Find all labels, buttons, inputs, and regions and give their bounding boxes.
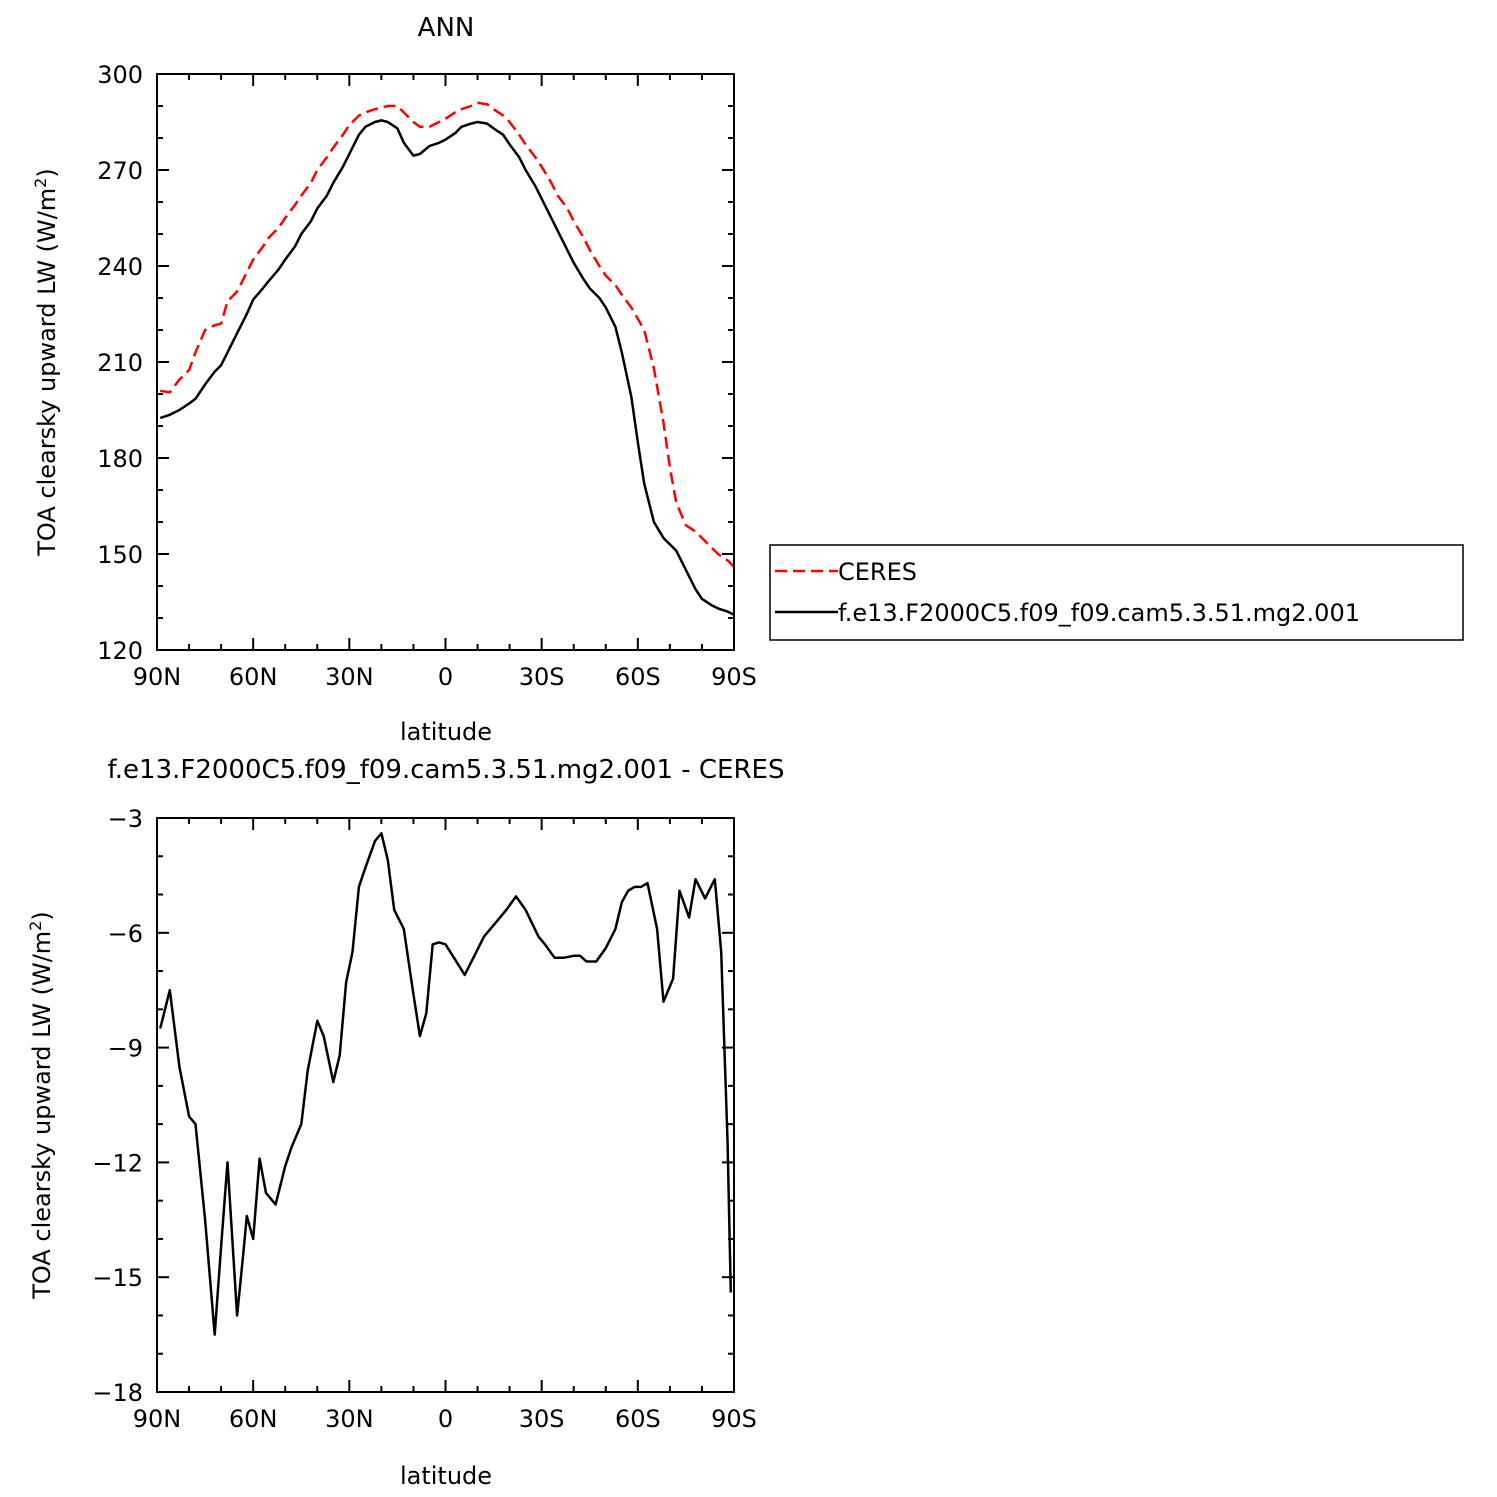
panel-1-x-tick-label: 90N (133, 1405, 182, 1433)
panel-0-x-tick-label: 0 (438, 663, 453, 691)
legend-label-model: f.e13.F2000C5.f09_f09.cam5.3.51.mg2.001 (838, 599, 1360, 627)
panel-0-y-tick-label: 150 (97, 541, 143, 569)
panel-1-y-tick-label: −15 (92, 1264, 143, 1292)
panel-1-y-tick-label: −3 (108, 805, 143, 833)
top-panel-y-axis-label-main: TOA clearsky upward LW (W/m (33, 188, 61, 557)
top-panel-frame (156, 73, 735, 651)
bottom-panel: f.e13.F2000C5.f09_f09.cam5.3.51.mg2.001 … (26, 755, 784, 1490)
panel-1-y-tick-label: −9 (108, 1035, 143, 1063)
bottom-panel-x-axis-label: latitude (400, 1462, 492, 1490)
panel-1-x-tick-label: 30S (519, 1405, 565, 1433)
bottom-panel-plot-area (158, 832, 733, 1336)
top-panel-x-axis-label: latitude (400, 718, 492, 746)
panel-1-x-tick-label: 90S (711, 1405, 757, 1433)
bottom-panel-ticks: 90N 60N 30N 0 30S 60S 90S −18 −15 −12 −9 −6 −3 (92, 805, 757, 1433)
legend-label-ceres: CERES (838, 558, 917, 586)
bottom-panel-y-axis-label-main: TOA clearsky upward LW (W/m (28, 931, 56, 1300)
top-panel-y-axis-label-sup: 2 (31, 178, 50, 188)
panel-1-x-tick-label: 0 (438, 1405, 453, 1433)
bottom-panel-frame (156, 817, 735, 1393)
panel-1-y-tick-label: −12 (92, 1149, 143, 1177)
panel-1-y-tick-label: −18 (92, 1379, 143, 1407)
panel-0-y-tick-label: 240 (97, 253, 143, 281)
top-panel-y-axis-label-tail: ) (33, 168, 61, 177)
panel-0-y-tick-label: 270 (97, 157, 143, 185)
panel-0-y-tick-label: 210 (97, 349, 143, 377)
panel-0-x-tick-label: 90N (133, 663, 182, 691)
legend: CERES f.e13.F2000C5.f09_f09.cam5.3.51.mg… (769, 544, 1464, 641)
panel-0-series-0-line (159, 101, 735, 568)
panel-0-series-1-line (159, 119, 735, 616)
panel-0-y-tick-label: 300 (97, 61, 143, 89)
panel-0-x-tick-label: 90S (711, 663, 757, 691)
panel-0-y-tick-label: 180 (97, 445, 143, 473)
panel-1-x-tick-label: 60N (229, 1405, 278, 1433)
bottom-panel-y-axis-label-tail: ) (28, 911, 56, 920)
panel-1-y-tick-label: −6 (108, 920, 143, 948)
panel-0-x-tick-label: 60N (229, 663, 278, 691)
legend-box (769, 544, 1464, 641)
panel-1-x-tick-label: 60S (615, 1405, 661, 1433)
panel-0-x-tick-label: 60S (615, 663, 661, 691)
bottom-panel-title: f.e13.F2000C5.f09_f09.cam5.3.51.mg2.001 … (108, 755, 785, 785)
top-panel-title: ANN (418, 13, 475, 43)
panel-0-y-tick-label: 120 (97, 637, 143, 665)
top-panel-y-axis-label: TOA clearsky upward LW (W/m2) (31, 168, 61, 557)
top-panel-ticks: 90N 60N 30N 0 30S 60S 90S 120 150 180 210 240 270 300 (97, 61, 757, 691)
bottom-panel-y-axis-label: TOA clearsky upward LW (W/m2) (26, 911, 56, 1300)
top-panel-plot-area (159, 101, 735, 616)
panel-0-x-tick-label: 30N (325, 663, 374, 691)
panel-1-x-tick-label: 30N (325, 1405, 374, 1433)
panel-1-series-0-line (158, 832, 733, 1336)
panel-0-x-tick-label: 30S (519, 663, 565, 691)
top-panel: ANN 90N 60N 30N 0 30S 60S 90S 120 150 180 210 240 27… (31, 13, 757, 746)
bottom-panel-y-axis-label-sup: 2 (26, 921, 45, 931)
